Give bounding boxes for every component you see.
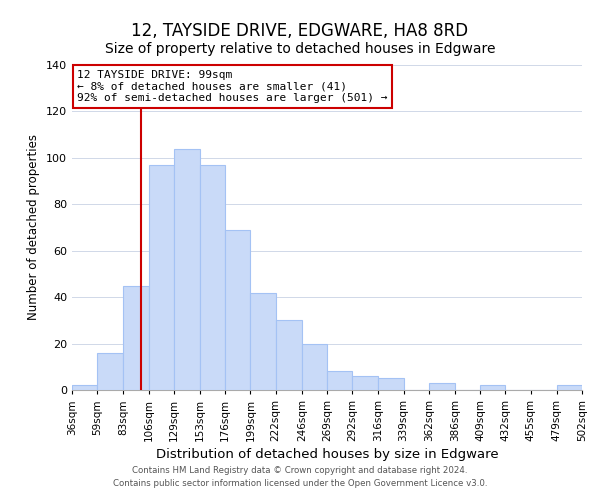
Bar — [174, 148, 200, 390]
Text: 12, TAYSIDE DRIVE, EDGWARE, HA8 8RD: 12, TAYSIDE DRIVE, EDGWARE, HA8 8RD — [131, 22, 469, 40]
Bar — [225, 230, 250, 390]
Bar — [429, 383, 455, 390]
Bar — [72, 386, 97, 390]
Bar — [480, 386, 505, 390]
Bar — [302, 344, 327, 390]
X-axis label: Distribution of detached houses by size in Edgware: Distribution of detached houses by size … — [155, 448, 499, 461]
Bar — [250, 292, 275, 390]
Bar — [557, 386, 582, 390]
Bar — [200, 165, 225, 390]
Text: Contains HM Land Registry data © Crown copyright and database right 2024.
Contai: Contains HM Land Registry data © Crown c… — [113, 466, 487, 487]
Text: Size of property relative to detached houses in Edgware: Size of property relative to detached ho… — [105, 42, 495, 56]
Bar — [327, 372, 352, 390]
Bar — [379, 378, 404, 390]
Bar — [352, 376, 379, 390]
Bar — [149, 165, 174, 390]
Bar — [97, 353, 124, 390]
Y-axis label: Number of detached properties: Number of detached properties — [28, 134, 40, 320]
Bar — [275, 320, 302, 390]
Bar — [124, 286, 149, 390]
Text: 12 TAYSIDE DRIVE: 99sqm
← 8% of detached houses are smaller (41)
92% of semi-det: 12 TAYSIDE DRIVE: 99sqm ← 8% of detached… — [77, 70, 388, 103]
